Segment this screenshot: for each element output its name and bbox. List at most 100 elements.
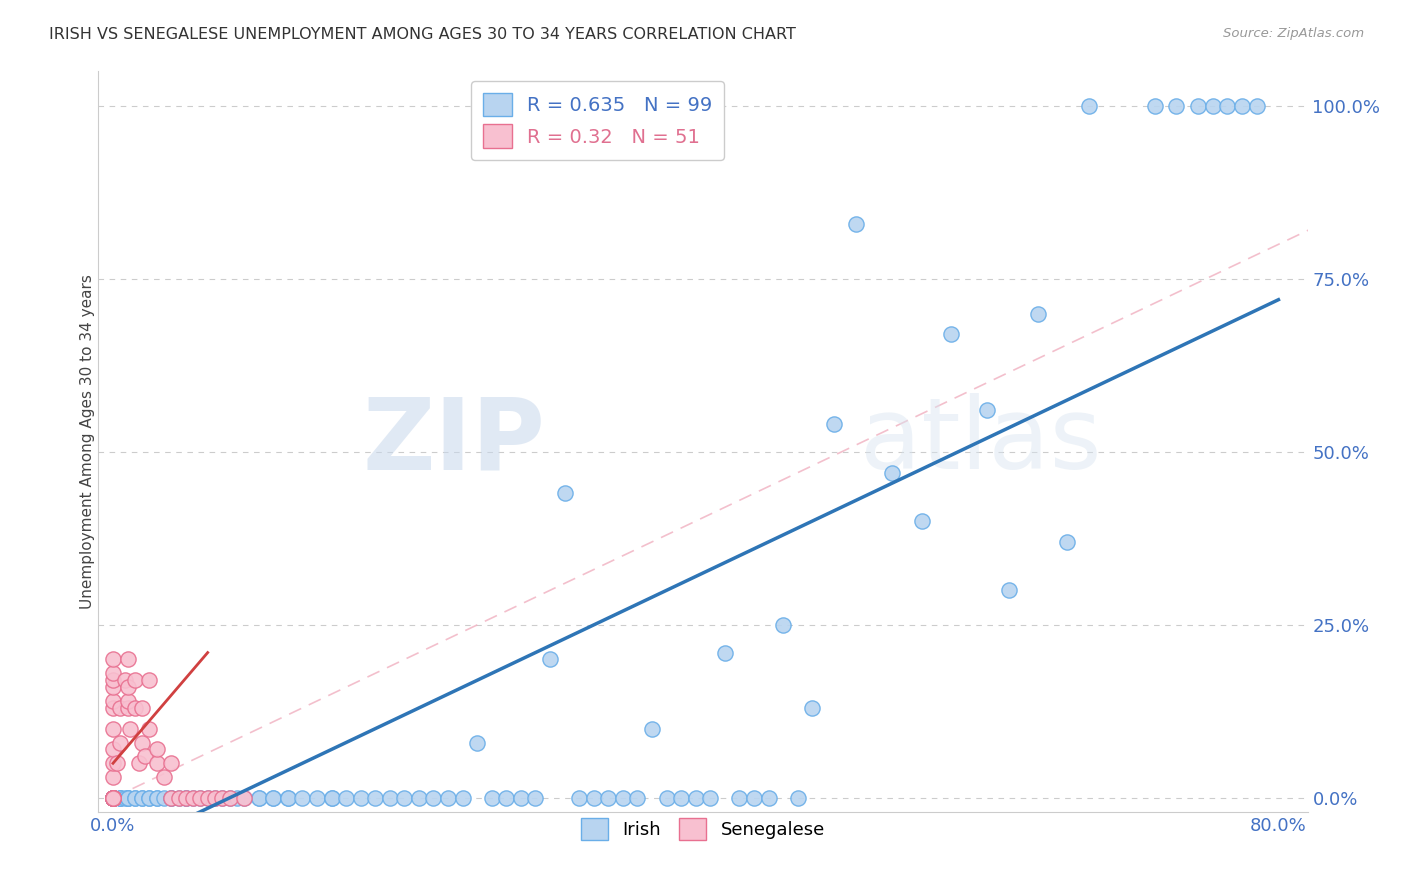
Point [758,790,780,805]
Point [538,652,561,666]
Point [101,666,124,681]
Point [101,790,124,805]
Point [247,790,270,805]
Point [101,756,124,771]
Point [101,790,124,805]
Point [145,790,167,805]
Point [181,790,204,805]
Point [976,403,998,417]
Point [101,790,124,805]
Point [101,790,124,805]
Point [101,770,124,784]
Point [218,790,240,805]
Point [350,790,373,805]
Point [131,790,153,805]
Point [105,756,128,771]
Point [101,790,124,805]
Point [742,790,765,805]
Point [190,790,212,805]
Point [101,790,124,805]
Point [101,790,124,805]
Point [145,790,167,805]
Point [699,790,721,805]
Text: Source: ZipAtlas.com: Source: ZipAtlas.com [1223,27,1364,40]
Point [1078,99,1101,113]
Point [181,790,204,805]
Point [378,790,401,805]
Point [364,790,387,805]
Point [1026,306,1049,320]
Point [117,790,139,805]
Point [101,742,124,756]
Point [117,652,139,666]
Point [117,790,139,805]
Point [225,790,247,805]
Point [101,790,124,805]
Point [117,694,139,708]
Point [124,701,146,715]
Point [801,701,824,715]
Legend: Irish, Senegalese: Irish, Senegalese [574,811,832,847]
Point [167,790,190,805]
Point [882,466,904,480]
Point [117,680,139,694]
Point [204,790,226,805]
Point [554,486,576,500]
Point [101,652,124,666]
Point [138,790,160,805]
Point [291,790,314,805]
Point [174,790,197,805]
Point [101,673,124,688]
Point [582,790,605,805]
Point [598,790,620,805]
Point [153,790,176,805]
Point [910,514,932,528]
Point [685,790,707,805]
Point [174,790,197,805]
Point [117,790,139,805]
Point [218,790,240,805]
Point [131,790,153,805]
Point [262,790,284,805]
Point [117,701,139,715]
Point [408,790,430,805]
Point [1143,99,1166,113]
Point [277,790,299,805]
Point [437,790,460,805]
Point [101,790,124,805]
Point [1202,99,1225,113]
Point [131,735,153,749]
Point [233,790,256,805]
Point [120,722,142,736]
Point [845,217,868,231]
Point [509,790,531,805]
Point [786,790,808,805]
Point [160,790,183,805]
Point [1187,99,1209,113]
Point [728,790,751,805]
Point [114,673,136,688]
Point [1230,99,1253,113]
Point [101,790,124,805]
Point [101,790,124,805]
Point [101,790,124,805]
Point [101,790,124,805]
Point [422,790,444,805]
Point [160,756,183,771]
Point [714,646,737,660]
Point [211,790,233,805]
Point [465,735,488,749]
Point [321,790,343,805]
Point [134,749,156,764]
Point [481,790,503,805]
Point [233,790,256,805]
Point [101,790,124,805]
Point [451,790,474,805]
Point [1166,99,1188,113]
Point [101,790,124,805]
Point [101,790,124,805]
Point [101,701,124,715]
Point [138,673,160,688]
Point [110,735,132,749]
Point [247,790,270,805]
